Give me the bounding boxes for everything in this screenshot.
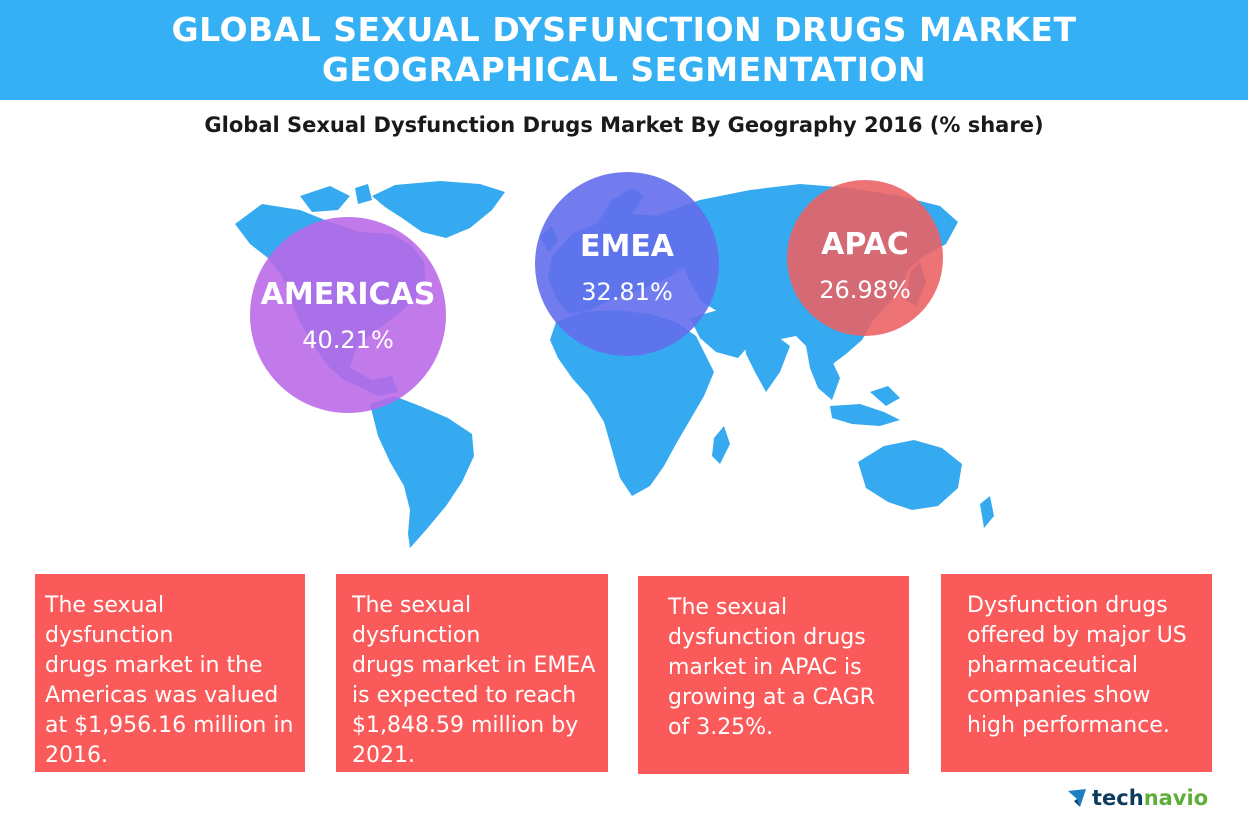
card-line: offered by major US	[967, 623, 1187, 648]
vendors-info-card: Dysfunction drugs offered by major US ph…	[941, 574, 1212, 772]
card-line: Americas was valued	[45, 683, 279, 708]
card-line: at $1,956.16 million in	[45, 713, 294, 738]
apac-share: 26.98%	[819, 276, 911, 304]
logo-text-tech: tech	[1092, 786, 1144, 810]
logo-wordmark: technavio	[1092, 786, 1208, 810]
americas-label: AMERICAS	[260, 277, 436, 312]
card-line: drugs market in EMEA	[352, 653, 596, 678]
apac-bubble: APAC 26.98%	[787, 180, 943, 336]
card-line: market in APAC is	[668, 655, 862, 680]
card-line: pharmaceutical	[967, 653, 1138, 678]
emea-bubble: EMEA 32.81%	[535, 172, 719, 356]
header-banner: GLOBAL SEXUAL DYSFUNCTION DRUGS MARKET G…	[0, 0, 1248, 100]
card-line: Dysfunction drugs	[967, 593, 1168, 618]
card-line: is expected to reach	[352, 683, 577, 708]
card-line: growing at a CAGR	[668, 685, 875, 710]
card-line: 2016.	[45, 743, 108, 768]
card-line: dysfunction drugs	[668, 625, 866, 650]
card-line: high performance.	[967, 713, 1170, 738]
americas-bubble: AMERICAS 40.21%	[250, 217, 446, 413]
apac-label: APAC	[821, 227, 909, 262]
americas-share: 40.21%	[302, 326, 394, 354]
apac-info-card: The sexual dysfunction drugs market in A…	[638, 576, 909, 774]
emea-info-card: The sexual dysfunction drugs market in E…	[336, 574, 608, 772]
card-line: The sexual dysfunction	[352, 593, 481, 648]
card-line: The sexual dysfunction	[45, 593, 174, 648]
card-line: $1,848.59 million by	[352, 713, 579, 738]
card-line: The sexual	[668, 595, 788, 620]
technavio-arrow-icon	[1068, 789, 1086, 807]
logo-text-navio: navio	[1143, 786, 1209, 810]
header-title-line2: GEOGRAPHICAL SEGMENTATION	[321, 50, 927, 89]
header-title-line1: GLOBAL SEXUAL DYSFUNCTION DRUGS MARKET	[171, 10, 1077, 49]
emea-share: 32.81%	[581, 278, 673, 306]
chart-subtitle: Global Sexual Dysfunction Drugs Market B…	[204, 113, 1044, 137]
card-line: 2021.	[352, 743, 415, 768]
technavio-logo: technavio	[1066, 784, 1208, 812]
emea-label: EMEA	[579, 229, 675, 264]
card-line: of 3.25%.	[668, 715, 774, 740]
card-line: drugs market in the	[45, 653, 263, 678]
americas-info-card: The sexual dysfunction drugs market in t…	[35, 574, 305, 772]
card-line: companies show	[967, 683, 1151, 708]
